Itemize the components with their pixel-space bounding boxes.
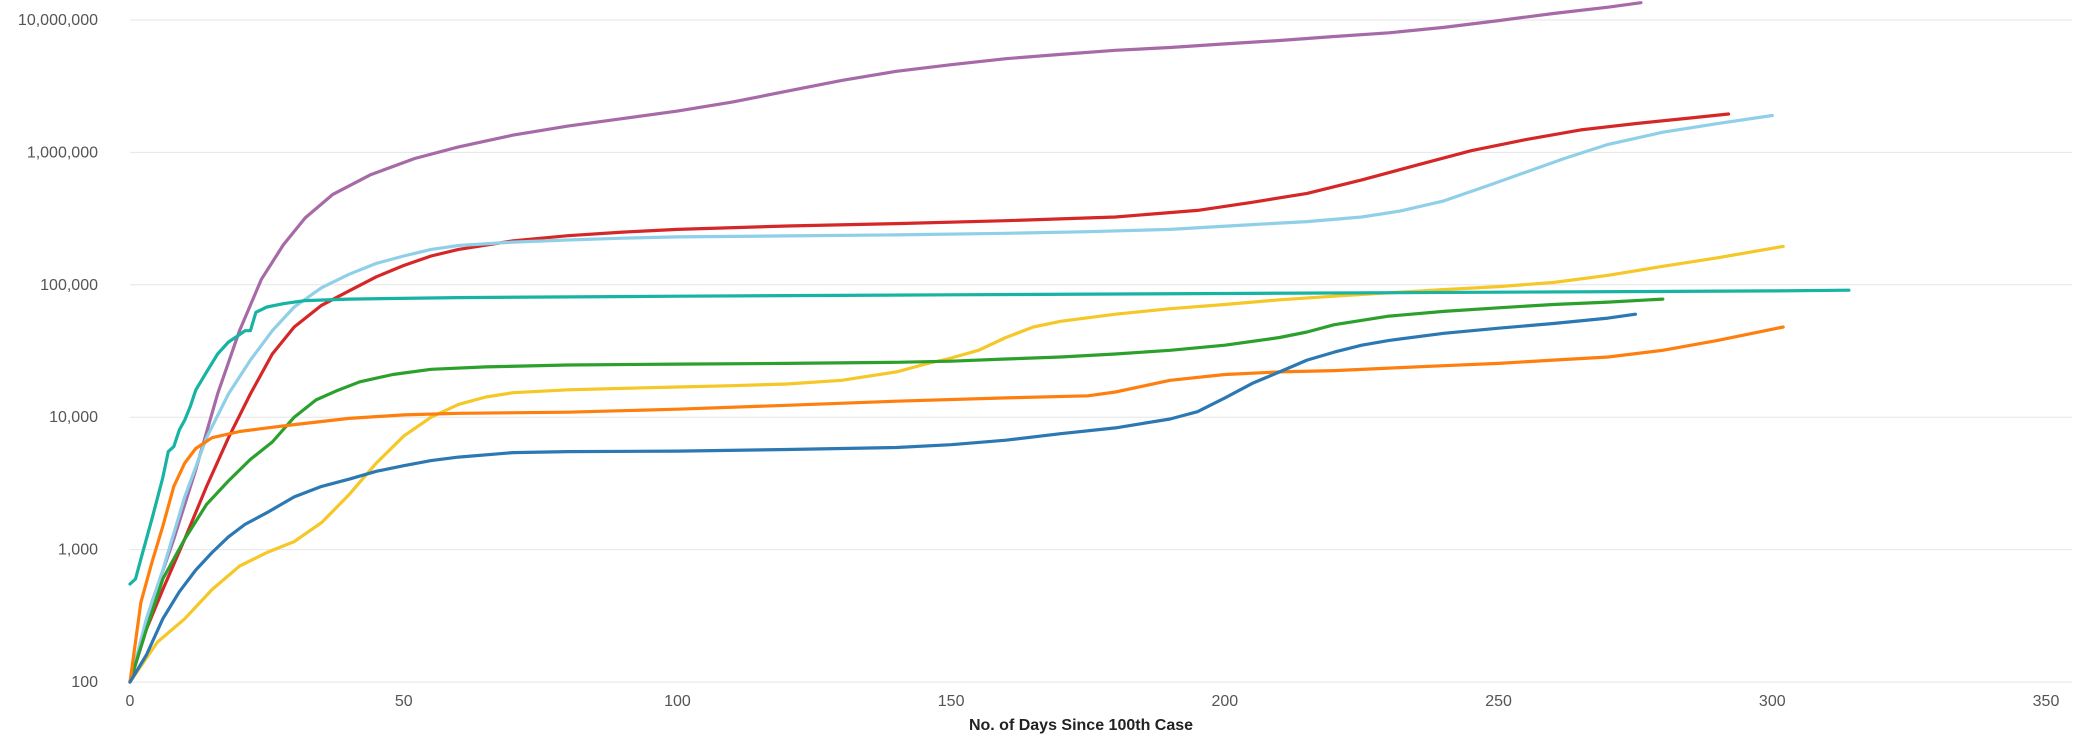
y-tick-label: 100 — [71, 674, 98, 691]
x-axis-tick-labels: 0 50 100 150 200 250 300 350 — [126, 693, 2060, 710]
series-line-2 — [128, 112, 1731, 684]
series-line-4 — [128, 244, 1785, 684]
series-line-1 — [128, 1, 1643, 684]
x-tick-label: 50 — [395, 693, 413, 710]
gridlines — [130, 19, 2072, 683]
x-tick-label: 150 — [938, 693, 965, 710]
y-tick-label: 10,000 — [49, 409, 98, 426]
y-axis-tick-labels: 100 1,000 10,000 100,000 1,000,000 10,000,000 — [18, 12, 98, 691]
series-line-6 — [128, 297, 1665, 684]
x-tick-label: 250 — [1485, 693, 1512, 710]
x-tick-label: 350 — [2033, 693, 2060, 710]
y-tick-label: 1,000 — [58, 542, 98, 559]
x-axis-title: No. of Days Since 100th Case — [969, 717, 1193, 734]
y-tick-label: 100,000 — [40, 277, 98, 294]
x-tick-label: 100 — [664, 693, 691, 710]
x-tick-label: 200 — [1212, 693, 1239, 710]
series-line-7 — [128, 325, 1785, 684]
series-line-8 — [128, 312, 1637, 684]
x-tick-label: 0 — [126, 693, 135, 710]
series-line-3 — [128, 113, 1774, 684]
y-tick-label: 10,000,000 — [18, 12, 98, 29]
series-lines — [128, 1, 1851, 684]
x-tick-label: 300 — [1759, 693, 1786, 710]
y-tick-label: 1,000,000 — [27, 144, 98, 161]
series-line-5 — [128, 288, 1851, 586]
